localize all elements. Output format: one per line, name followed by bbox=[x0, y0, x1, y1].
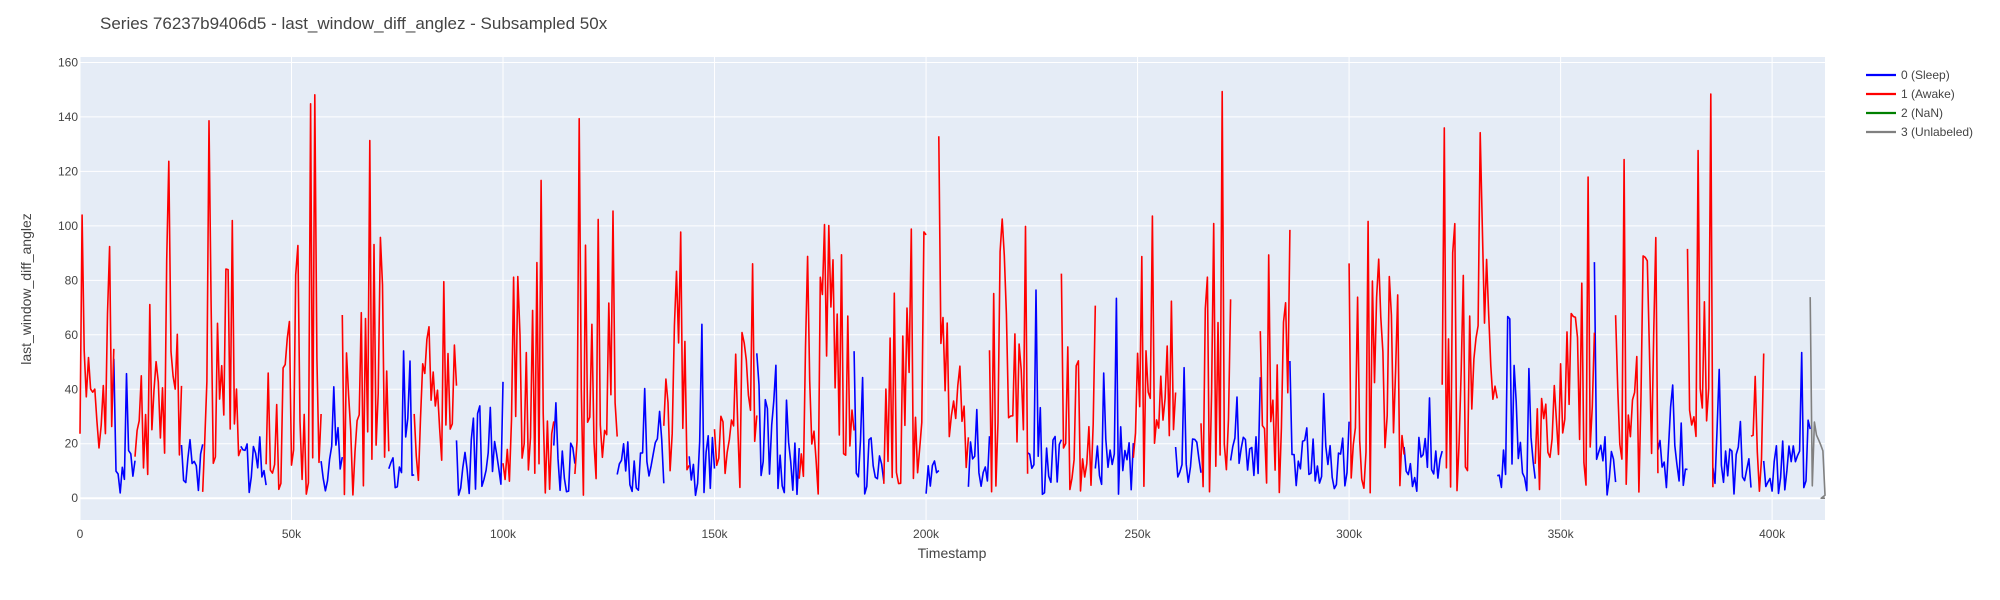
series-line-segment bbox=[320, 385, 344, 492]
series-line-segment bbox=[574, 117, 618, 496]
x-tick-label: 150k bbox=[702, 527, 729, 541]
series-line-segment bbox=[341, 139, 390, 496]
y-axis-title: last_window_diff_anglez bbox=[18, 213, 34, 365]
series-line-segment bbox=[1259, 229, 1291, 494]
legend-label: 1 (Awake) bbox=[1901, 87, 1955, 101]
series-line-segment bbox=[1200, 90, 1232, 493]
series-line-segment bbox=[1762, 351, 1811, 495]
series-line-segment bbox=[1657, 384, 1688, 489]
legend-item[interactable]: 1 (Awake) bbox=[1866, 87, 1955, 101]
series-line-segment bbox=[1750, 353, 1765, 493]
series-line-segment bbox=[79, 214, 115, 449]
y-tick-label: 60 bbox=[65, 328, 79, 342]
y-tick-label: 0 bbox=[71, 491, 78, 505]
x-tick-label: 0 bbox=[77, 527, 84, 541]
y-tick-label: 140 bbox=[58, 110, 78, 124]
series-line-segment bbox=[988, 218, 1029, 493]
series-line-segment bbox=[1809, 297, 1826, 500]
series-line-segment bbox=[663, 231, 690, 472]
y-tick-label: 80 bbox=[65, 273, 79, 287]
series-line-segment bbox=[113, 358, 136, 494]
legend-item[interactable]: 2 (NaN) bbox=[1866, 106, 1943, 120]
series-line-segment bbox=[201, 120, 242, 492]
series-line-segment bbox=[938, 136, 970, 469]
series-line-segment bbox=[265, 94, 322, 495]
legend-label: 2 (NaN) bbox=[1901, 106, 1943, 120]
series-line-segment bbox=[1712, 368, 1752, 495]
legend-item[interactable]: 3 (Unlabeled) bbox=[1866, 125, 1973, 139]
series-line-segment bbox=[1403, 397, 1443, 493]
y-tick-label: 160 bbox=[58, 55, 78, 69]
series-line-segment bbox=[967, 408, 991, 488]
series-line-segment bbox=[455, 381, 504, 496]
series-line-segment bbox=[883, 228, 927, 485]
series-line-segment bbox=[1094, 297, 1135, 495]
chart-title: Series 76237b9406d5 - last_window_diff_a… bbox=[100, 14, 608, 33]
series-line-segment bbox=[688, 323, 716, 497]
y-tick-label: 40 bbox=[65, 382, 79, 396]
x-tick-label: 50k bbox=[282, 527, 302, 541]
series-line-segment bbox=[1534, 176, 1596, 491]
series-line-segment bbox=[616, 387, 665, 493]
series-line-segment bbox=[853, 351, 885, 495]
series-line-segment bbox=[1027, 289, 1063, 496]
series-line-segment bbox=[1614, 158, 1659, 493]
x-tick-label: 300k bbox=[1336, 527, 1363, 541]
series-line-segment bbox=[1441, 127, 1498, 492]
x-tick-label: 350k bbox=[1548, 527, 1575, 541]
plot-background bbox=[80, 57, 1825, 520]
series-line-segment bbox=[756, 353, 800, 496]
series-line-segment bbox=[1060, 273, 1097, 492]
y-axis-ticks: 0 20 40 60 80 100 120 140 160 bbox=[58, 55, 78, 505]
series-line-segment bbox=[1174, 366, 1202, 484]
series-line-segment bbox=[388, 350, 415, 489]
series-line-segment bbox=[1686, 93, 1714, 488]
series-line-segment bbox=[1593, 262, 1617, 496]
series-line-segment bbox=[798, 223, 855, 495]
series-line-segment bbox=[1229, 377, 1262, 477]
x-axis-ticks: 0 50k 100k 150k 200k 250k 300k 350k 400k bbox=[77, 527, 1786, 541]
legend-item[interactable]: 0 (Sleep) bbox=[1866, 68, 1950, 82]
series-line-segment bbox=[240, 436, 267, 494]
series-line-segment bbox=[1348, 220, 1405, 494]
series-line-segment bbox=[134, 160, 183, 476]
x-tick-label: 400k bbox=[1759, 527, 1786, 541]
x-tick-label: 250k bbox=[1125, 527, 1152, 541]
series-line-segment bbox=[1497, 315, 1536, 492]
y-tick-label: 100 bbox=[58, 219, 78, 233]
legend-label: 0 (Sleep) bbox=[1901, 68, 1950, 82]
y-tick-label: 120 bbox=[58, 164, 78, 178]
series-line-segment bbox=[1132, 215, 1177, 488]
legend-label: 3 (Unlabeled) bbox=[1901, 125, 1973, 139]
series-line-segment bbox=[1289, 360, 1350, 490]
series-line-segment bbox=[553, 401, 576, 493]
x-tick-label: 100k bbox=[490, 527, 517, 541]
series-lines bbox=[79, 90, 1826, 500]
series-line-segment bbox=[713, 262, 758, 489]
series-line-segment bbox=[502, 179, 555, 494]
series-line-segment bbox=[180, 438, 204, 492]
y-tick-label: 20 bbox=[65, 437, 79, 451]
x-tick-label: 200k bbox=[913, 527, 940, 541]
legend: 0 (Sleep) 1 (Awake) 2 (NaN) 3 (Unlabeled) bbox=[1866, 68, 1973, 139]
series-line-segment bbox=[925, 460, 940, 494]
series-line-segment bbox=[413, 280, 458, 482]
x-axis-title: Timestamp bbox=[918, 545, 987, 561]
